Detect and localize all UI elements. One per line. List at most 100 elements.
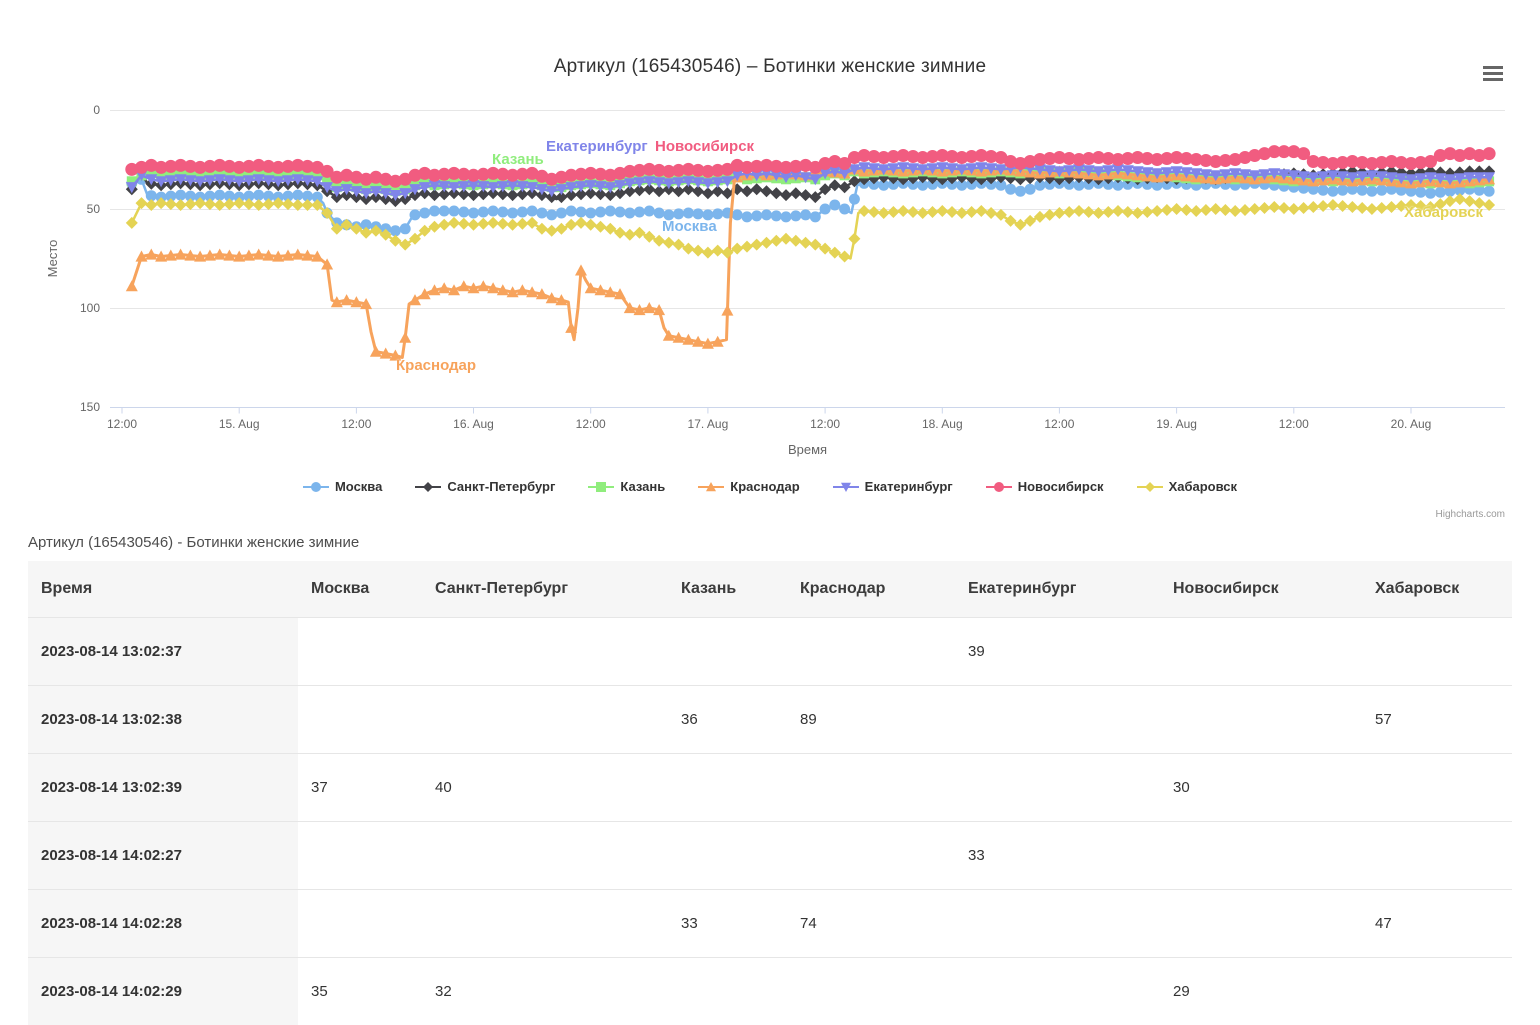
rank-cell: [1160, 686, 1362, 754]
x-tick-label: 12:00: [341, 417, 371, 431]
rank-cell: [668, 822, 787, 890]
legend-label: Казань: [620, 479, 665, 494]
legend-marker-novosibirsk: [986, 480, 1012, 494]
x-tick-label: 15. Aug: [219, 417, 260, 431]
legend-item-ekaterinburg[interactable]: Екатеринбург: [833, 479, 953, 494]
column-header: Екатеринбург: [955, 561, 1160, 618]
time-cell: 2023-08-14 13:02:37: [28, 618, 298, 686]
x-axis-title: Время: [788, 442, 827, 457]
column-header: Новосибирск: [1160, 561, 1362, 618]
rank-cell: 47: [1362, 890, 1512, 958]
series-label-kazan: Казань: [492, 151, 544, 168]
rank-cell: [668, 958, 787, 1025]
rank-cell: [298, 618, 422, 686]
x-tick-label: 12:00: [1044, 417, 1074, 431]
column-header: Казань: [668, 561, 787, 618]
rank-cell: 39: [955, 618, 1160, 686]
rank-cell: [1362, 754, 1512, 822]
rank-cell: 32: [422, 958, 668, 1025]
rank-cell: [1160, 822, 1362, 890]
x-tick-label: 12:00: [107, 417, 137, 431]
x-tick-label: 17. Aug: [688, 417, 729, 431]
legend-label: Хабаровск: [1169, 479, 1237, 494]
legend-item-novosibirsk[interactable]: Новосибирск: [986, 479, 1104, 494]
column-header: Москва: [298, 561, 422, 618]
y-axis-title: Место: [45, 240, 60, 278]
series-label-novosibirsk: Новосибирск: [655, 138, 754, 155]
rank-cell: [955, 754, 1160, 822]
legend-item-sankt-peterburg[interactable]: Санкт-Петербург: [415, 479, 555, 494]
time-cell: 2023-08-14 13:02:39: [28, 754, 298, 822]
time-cell: 2023-08-14 14:02:29: [28, 958, 298, 1025]
table-row: 2023-08-14 14:02:27 33: [28, 822, 1512, 890]
rank-cell: [1160, 618, 1362, 686]
legend-marker-ekaterinburg: [833, 480, 859, 494]
rank-cell: [668, 618, 787, 686]
rank-cell: [955, 686, 1160, 754]
rank-cell: 33: [668, 890, 787, 958]
time-cell: 2023-08-14 14:02:28: [28, 890, 298, 958]
legend-item-kazan[interactable]: Казань: [588, 479, 665, 494]
rank-cell: [787, 958, 955, 1025]
series-label-moskva: Москва: [662, 218, 717, 235]
x-tick-label: 12:00: [576, 417, 606, 431]
rank-cell: [422, 890, 668, 958]
legend-item-khabarovsk[interactable]: Хабаровск: [1137, 479, 1237, 494]
series-label-khabarovsk: Хабаровск: [1404, 204, 1483, 221]
legend-item-krasnodar[interactable]: Краснодар: [698, 479, 799, 494]
table-caption: Артикул (165430546) - Ботинки женские зи…: [28, 534, 1540, 551]
rank-cell: [1160, 890, 1362, 958]
column-header: Хабаровск: [1362, 561, 1512, 618]
column-header: Санкт-Петербург: [422, 561, 668, 618]
rank-cell: 30: [1160, 754, 1362, 822]
table-row: 2023-08-14 13:02:37 39: [28, 618, 1512, 686]
rank-cell: [1362, 822, 1512, 890]
y-tick-label: 150: [80, 400, 100, 414]
rank-cell: [668, 754, 787, 822]
time-cell: 2023-08-14 13:02:38: [28, 686, 298, 754]
rank-cell: 29: [1160, 958, 1362, 1025]
rank-cell: [298, 890, 422, 958]
time-cell: 2023-08-14 14:02:27: [28, 822, 298, 890]
rank-cell: [298, 822, 422, 890]
rank-cell: [787, 618, 955, 686]
rank-cell: [298, 686, 422, 754]
rank-cell: [955, 958, 1160, 1025]
x-tick-label: 16. Aug: [453, 417, 494, 431]
rank-cell: 40: [422, 754, 668, 822]
rank-cell: [422, 822, 668, 890]
x-tick-label: 19. Aug: [1156, 417, 1197, 431]
series-khabarovsk[interactable]: [126, 193, 1495, 262]
legend-marker-kazan: [588, 480, 614, 494]
legend-item-moskva[interactable]: Москва: [303, 479, 382, 494]
rank-cell: [955, 890, 1160, 958]
rank-cell: 89: [787, 686, 955, 754]
rank-cell: 57: [1362, 686, 1512, 754]
legend-label: Екатеринбург: [865, 479, 953, 494]
rank-cell: [1362, 618, 1512, 686]
x-tick-label: 12:00: [810, 417, 840, 431]
series-label-ekaterinburg: Екатеринбург: [546, 138, 648, 155]
column-header: Краснодар: [787, 561, 955, 618]
column-header: Время: [28, 561, 298, 618]
x-tick-label: 12:00: [1279, 417, 1309, 431]
rank-cell: [787, 754, 955, 822]
chart-container: Артикул (165430546) – Ботинки женские зи…: [0, 0, 1540, 528]
legend-marker-krasnodar: [698, 480, 724, 494]
y-tick-label: 100: [80, 301, 100, 315]
rank-cell: 33: [955, 822, 1160, 890]
chart-legend: Москва Санкт-Петербург Казань Краснодар Екат…: [0, 479, 1540, 494]
rank-cell: [422, 686, 668, 754]
legend-label: Санкт-Петербург: [447, 479, 555, 494]
highcharts-credit[interactable]: Highcharts.com: [1436, 509, 1505, 520]
y-tick-label: 50: [87, 202, 101, 216]
legend-marker-khabarovsk: [1137, 480, 1163, 494]
series-label-krasnodar: Краснодар: [396, 357, 476, 374]
